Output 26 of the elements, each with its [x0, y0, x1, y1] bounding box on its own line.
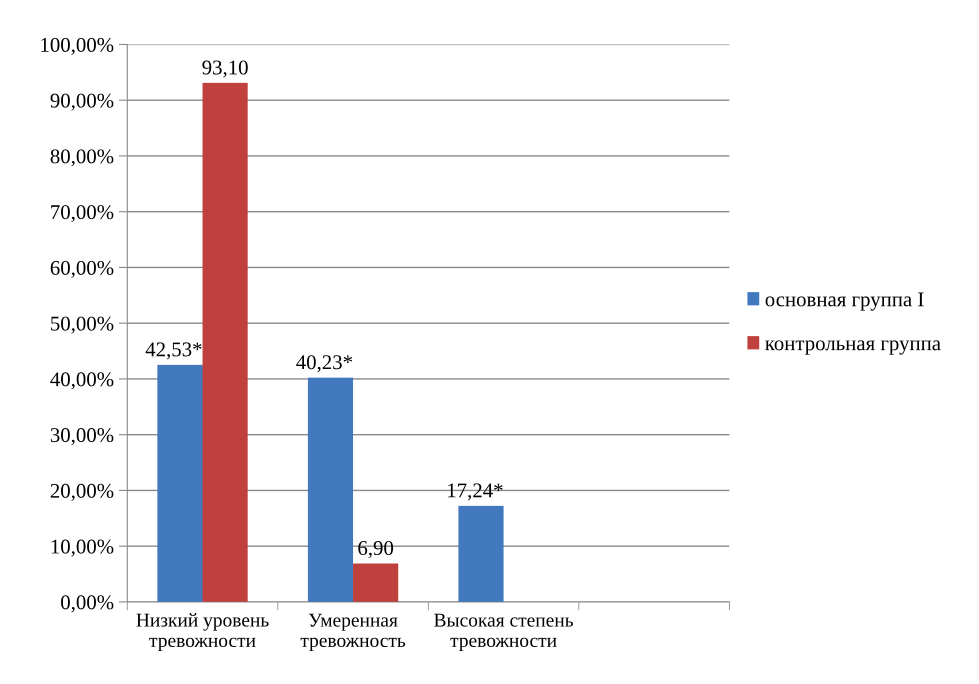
x-tick-label: Умеренная тревожность — [300, 614, 406, 651]
y-tick-label: 0,00% — [61, 595, 114, 612]
data-label: 42,53* — [146, 342, 202, 360]
y-tick-label: 100,00% — [41, 38, 114, 55]
bar — [202, 82, 248, 602]
data-label: 17,24* — [448, 483, 503, 500]
y-tick-label: 10,00% — [52, 540, 114, 557]
y-tick-label: 70,00% — [51, 205, 114, 222]
legend-label: контрольная группа — [765, 340, 941, 355]
y-tick-label: 80,00% — [50, 149, 114, 166]
bar — [353, 563, 398, 602]
bar — [157, 364, 203, 602]
x-tick-label: Высокая степень тревожности — [434, 614, 574, 651]
y-tick-label: 30,00% — [50, 428, 114, 446]
x-tick-label: Низкий уровень тревожности — [136, 613, 269, 651]
bar — [458, 506, 504, 602]
bar — [308, 378, 354, 602]
y-tick-label: 50,00% — [51, 316, 114, 334]
y-tick-label: 40,00% — [50, 372, 114, 390]
y-tick-label: 20,00% — [50, 484, 114, 501]
y-tick-label: 60,00% — [50, 260, 114, 278]
data-label: 6,90 — [358, 541, 394, 558]
data-label: 93,10 — [202, 60, 248, 78]
y-tick-label: 90,00% — [50, 94, 114, 111]
data-label: 40,23* — [296, 355, 352, 372]
legend-label: основная группа I — [766, 292, 924, 311]
